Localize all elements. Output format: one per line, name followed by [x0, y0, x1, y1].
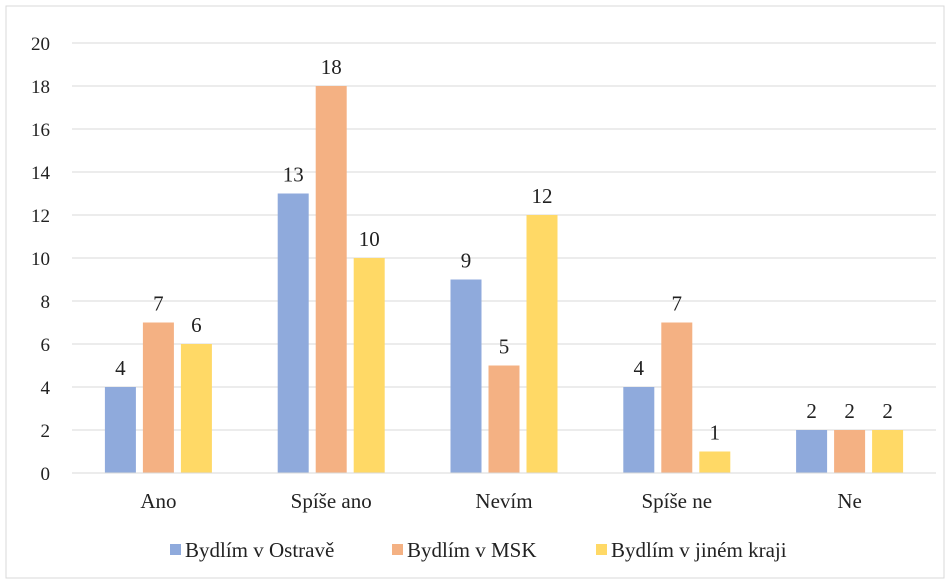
data-label: 2 — [806, 399, 817, 423]
y-tick-label: 6 — [41, 335, 51, 356]
data-label: 4 — [115, 356, 126, 380]
legend-item: Bydlím v Ostravě — [170, 538, 334, 562]
legend-swatch — [596, 544, 607, 555]
legend-item: Bydlím v MSK — [392, 538, 537, 562]
y-tick-label: 12 — [31, 206, 50, 227]
bar — [353, 258, 385, 473]
data-label: 4 — [634, 356, 645, 380]
data-label: 13 — [283, 163, 304, 187]
bar — [526, 215, 558, 473]
x-tick-label: Spíše ne — [642, 489, 713, 513]
y-tick-label: 4 — [41, 378, 51, 399]
data-label: 1 — [710, 421, 721, 445]
bar — [872, 430, 904, 473]
bar — [623, 387, 655, 473]
bar — [315, 86, 347, 473]
data-label: 9 — [461, 249, 472, 273]
data-label: 10 — [359, 227, 380, 251]
y-tick-label: 18 — [31, 77, 50, 98]
y-tick-label: 0 — [41, 464, 51, 485]
bar — [661, 322, 693, 473]
legend: Bydlím v Ostravě Bydlím v MSK Bydlím v jin… — [170, 538, 787, 562]
y-axis: 0 2 4 6 8 10 12 14 16 18 20 — [31, 34, 51, 485]
data-label: 7 — [672, 292, 683, 316]
bar — [104, 387, 136, 473]
y-tick-label: 10 — [31, 249, 50, 270]
data-label: 7 — [153, 292, 164, 316]
legend-label: Bydlím v jiném kraji — [611, 538, 787, 562]
x-tick-label: Ne — [837, 489, 862, 513]
y-tick-label: 16 — [31, 120, 50, 141]
data-label: 2 — [844, 399, 855, 423]
bar — [180, 344, 212, 473]
bar — [142, 322, 174, 473]
bar — [450, 279, 482, 473]
y-tick-label: 8 — [41, 292, 51, 313]
data-label: 6 — [191, 313, 202, 337]
x-axis: Ano Spíše ano Nevím Spíše ne Ne — [72, 472, 936, 513]
y-tick-label: 2 — [41, 421, 51, 442]
x-tick-label: Nevím — [475, 489, 532, 513]
x-tick-label: Ano — [140, 489, 176, 513]
legend-item: Bydlím v jiném kraji — [596, 538, 787, 562]
data-label: 2 — [882, 399, 893, 423]
legend-label: Bydlím v MSK — [407, 538, 537, 562]
y-tick-label: 20 — [31, 34, 50, 55]
bar — [796, 430, 828, 473]
legend-label: Bydlím v Ostravě — [185, 538, 334, 562]
bar — [699, 451, 731, 473]
bar — [834, 430, 866, 473]
bar — [277, 193, 309, 473]
data-label: 12 — [532, 184, 553, 208]
legend-swatch — [170, 544, 181, 555]
legend-swatch — [392, 544, 403, 555]
data-label: 5 — [499, 335, 510, 359]
data-label: 18 — [321, 55, 342, 79]
bar — [488, 365, 520, 473]
y-tick-label: 14 — [31, 163, 51, 184]
bars — [104, 86, 904, 473]
x-tick-label: Spíše ano — [291, 489, 372, 513]
